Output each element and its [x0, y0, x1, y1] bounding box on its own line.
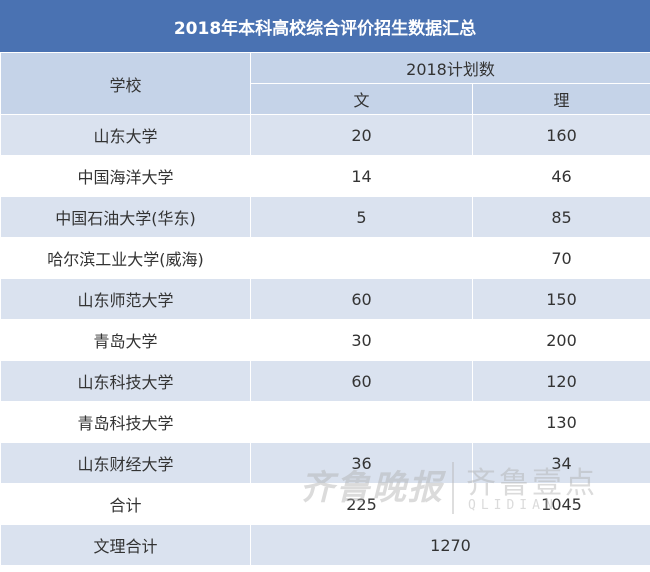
table-row: 中国石油大学(华东) 5 85 [0, 196, 650, 238]
header-li: 理 [471, 83, 650, 115]
wen-count [250, 401, 473, 443]
school-name: 中国海洋大学 [0, 155, 251, 197]
school-name: 山东财经大学 [0, 442, 251, 484]
li-count: 130 [471, 401, 650, 443]
wen-count: 30 [250, 319, 473, 361]
wen-count: 60 [250, 278, 473, 320]
table-title: 2018年本科高校综合评价招生数据汇总 [0, 0, 650, 52]
table-row: 山东大学 20 160 [0, 114, 650, 156]
grand-total-label: 文理合计 [0, 524, 251, 566]
li-count: 160 [471, 114, 650, 156]
wen-count: 20 [250, 114, 473, 156]
wen-count: 36 [250, 442, 473, 484]
li-count: 120 [471, 360, 650, 402]
table-row: 山东师范大学 60 150 [0, 278, 650, 320]
grand-total-value: 1270 [249, 524, 650, 566]
li-count: 34 [471, 442, 650, 484]
total-li: 1045 [471, 483, 650, 525]
total-label: 合计 [0, 483, 251, 525]
li-count: 150 [471, 278, 650, 320]
wen-count: 14 [250, 155, 473, 197]
header-wen: 文 [250, 83, 473, 115]
table-row: 青岛大学 30 200 [0, 319, 650, 361]
table-row: 青岛科技大学 130 [0, 401, 650, 443]
li-count: 46 [471, 155, 650, 197]
li-count: 70 [471, 237, 650, 279]
li-count: 200 [471, 319, 650, 361]
wen-count: 5 [250, 196, 473, 238]
total-wen: 225 [250, 483, 473, 525]
wen-count [250, 237, 473, 279]
li-count: 85 [471, 196, 650, 238]
admissions-table: 学校 2018计划数 文 理 山东大学 20 160 中国海洋大学 14 46 … [0, 52, 650, 566]
total-row: 合计 225 1045 [0, 483, 650, 525]
school-name: 山东科技大学 [0, 360, 251, 402]
table-row: 哈尔滨工业大学(威海) 70 [0, 237, 650, 279]
school-name: 哈尔滨工业大学(威海) [0, 237, 251, 279]
school-name: 青岛大学 [0, 319, 251, 361]
table-row: 中国海洋大学 14 46 [0, 155, 650, 197]
wen-count: 60 [250, 360, 473, 402]
school-name: 山东大学 [0, 114, 251, 156]
school-name: 青岛科技大学 [0, 401, 251, 443]
header-school: 学校 [0, 52, 251, 115]
school-name: 中国石油大学(华东) [0, 196, 251, 238]
header-plan: 2018计划数 [249, 52, 650, 84]
table-row: 山东科技大学 60 120 [0, 360, 650, 402]
table-row: 山东财经大学 36 34 [0, 442, 650, 484]
grand-total-row: 文理合计 1270 [0, 524, 650, 566]
school-name: 山东师范大学 [0, 278, 251, 320]
